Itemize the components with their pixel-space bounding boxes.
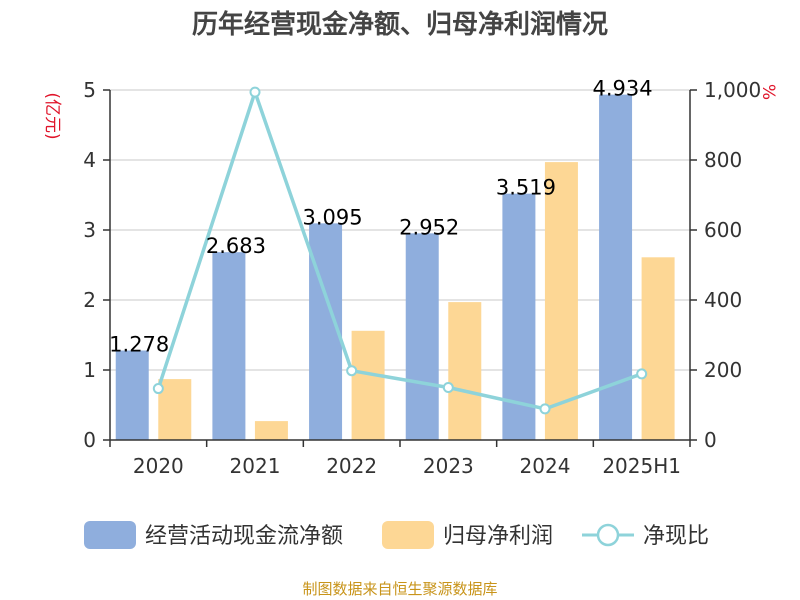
source-note: 制图数据来自恒生聚源数据库 — [302, 580, 497, 598]
bar-net-profit — [351, 330, 385, 440]
ratio-point — [152, 383, 164, 395]
bars — [115, 94, 675, 441]
right-axis-unit: % — [758, 84, 778, 100]
left-axis-tick-label: 2 — [83, 288, 96, 312]
right-axis-tick-label: 600 — [704, 218, 742, 242]
x-axis-tick-label: 2022 — [326, 454, 377, 478]
bar-cash-flow — [212, 252, 246, 440]
bar-net-profit — [448, 302, 482, 440]
data-label-cash-flow: 3.095 — [303, 205, 363, 229]
legend-label-net-profit: 归母净利润 — [443, 524, 553, 549]
left-axis-tick-label: 0 — [83, 428, 96, 452]
legend-label-ratio: 净现比 — [643, 524, 709, 549]
line-series — [152, 86, 648, 415]
legend-swatch-net-profit — [382, 521, 434, 549]
right-axis-tick-label: 0 — [704, 428, 717, 452]
bar-net-profit — [641, 257, 675, 440]
left-axis-tick-label: 1 — [83, 358, 96, 382]
ratio-point — [346, 365, 358, 377]
x-axis-tick-label: 2025H1 — [602, 454, 681, 478]
left-axis-tick-label: 3 — [83, 218, 96, 242]
data-label-cash-flow: 2.683 — [206, 234, 266, 258]
ratio-point — [539, 403, 551, 415]
bar-cash-flow — [115, 350, 149, 440]
x-axis-tick-label: 2021 — [230, 454, 281, 478]
legend-swatch-cash-flow — [84, 521, 136, 549]
x-axis-tick-label: 2023 — [423, 454, 474, 478]
ratio-line — [156, 90, 643, 411]
bar-cash-flow — [405, 233, 439, 440]
legend: 经营活动现金流净额 归母净利润 净现比 — [84, 521, 709, 549]
left-axis-tick-label: 5 — [83, 78, 96, 102]
right-axis-tick-label: 200 — [704, 358, 742, 382]
right-axis-tick-label: 800 — [704, 148, 742, 172]
x-axis-tick-label: 2020 — [133, 454, 184, 478]
left-axis-tick-label: 4 — [83, 148, 96, 172]
gridlines — [110, 89, 690, 371]
bar-net-profit — [254, 421, 288, 440]
chart-title: 历年经营现金净额、归母净利润情况 — [192, 9, 608, 40]
ratio-point — [249, 86, 261, 98]
x-axis-tick-label: 2024 — [520, 454, 571, 478]
legend-swatch-ratio-marker — [596, 523, 620, 547]
data-label-cash-flow: 1.278 — [109, 333, 169, 357]
data-label-cash-flow: 3.519 — [496, 176, 556, 200]
right-axis-tick-label: 400 — [704, 288, 742, 312]
right-axis-tick-label: 1,000 — [704, 78, 761, 102]
data-label-cash-flow: 4.934 — [593, 77, 653, 101]
left-axis-unit: (亿元) — [42, 92, 62, 139]
axes: 0 1 2 3 4 5 0 200 400 600 800 1,000 2020 2021 2022 2023… — [83, 78, 761, 478]
legend-label-cash-flow: 经营活动现金流净额 — [145, 524, 343, 549]
ratio-point — [442, 382, 454, 393]
ratio-point — [636, 368, 648, 380]
data-labels: 1.278 2.683 3.095 2.952 3.519 4.934 — [109, 77, 652, 357]
data-label-cash-flow: 2.952 — [399, 215, 459, 239]
bar-net-profit — [544, 162, 578, 440]
